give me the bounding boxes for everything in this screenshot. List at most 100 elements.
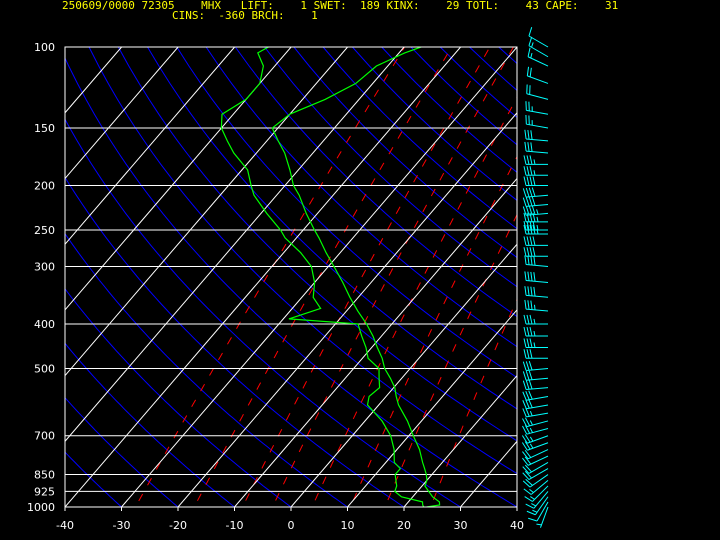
wind-barb-full <box>525 503 535 509</box>
wind-barb-staff <box>528 35 549 48</box>
wind-barb-full <box>523 155 527 165</box>
wind-barb <box>522 417 549 428</box>
wind-barb-half <box>533 304 536 310</box>
wind-barb-full <box>522 371 527 381</box>
wind-barb-full <box>523 220 527 231</box>
wind-barb-staff <box>526 280 549 283</box>
isotherm-line <box>65 47 348 377</box>
isotherm-line <box>121 47 517 507</box>
x-tick-label: -40 <box>56 519 74 532</box>
dry-adiabat-line <box>65 342 236 507</box>
wind-barb-full <box>528 380 533 390</box>
wind-barb <box>523 338 548 348</box>
wind-barb-full <box>526 212 530 223</box>
wind-barb-full <box>522 206 527 216</box>
dewpoint-profile-line <box>220 47 425 507</box>
wind-barb-full <box>521 435 528 444</box>
wind-barb-staff <box>526 123 549 129</box>
wind-barb-full <box>530 255 533 266</box>
dry-adiabat-line <box>322 47 517 230</box>
wind-barb-full <box>527 300 530 310</box>
y-tick-label: 400 <box>34 318 55 331</box>
wind-barb-full <box>528 187 533 197</box>
wind-barb-full <box>524 417 531 427</box>
wind-barb-full <box>524 286 527 296</box>
y-tick-label: 700 <box>34 430 55 443</box>
dry-adiabat-line <box>65 118 462 507</box>
dry-adiabat-line <box>293 47 517 259</box>
y-tick-label: 300 <box>34 260 55 273</box>
wind-barb-full <box>523 488 532 495</box>
wind-barb-full <box>522 361 527 371</box>
wind-barb-half <box>529 488 534 493</box>
wind-barb-full <box>525 187 530 198</box>
wind-barb-full <box>525 206 530 216</box>
wind-barb-half <box>536 216 539 222</box>
dry-adiabat-line <box>65 57 517 507</box>
wind-barb-full <box>522 425 528 435</box>
wind-barb <box>522 468 549 481</box>
wind-barb-staff <box>526 427 549 435</box>
wind-barb-half <box>532 509 538 513</box>
wind-barb-full <box>526 510 536 516</box>
y-tick-label: 250 <box>34 224 55 237</box>
sounding-profiles <box>220 47 441 507</box>
wind-barb <box>522 399 549 410</box>
wind-barb <box>521 441 549 451</box>
wind-barb <box>524 141 549 154</box>
wind-barb-full <box>529 247 533 257</box>
dry-adiabats <box>65 47 720 517</box>
isotherm-line <box>65 47 179 180</box>
wind-barb-full <box>522 466 530 474</box>
wind-barb <box>523 224 548 235</box>
wind-barb-full <box>526 326 530 337</box>
wind-barb-full <box>523 349 527 359</box>
temperature-profile-line <box>271 47 441 507</box>
wind-barb <box>522 370 549 381</box>
wind-barb-full <box>527 286 530 296</box>
dry-adiabat-line <box>176 47 517 379</box>
wind-barb-full <box>523 212 527 223</box>
wind-barb-staff <box>526 368 549 371</box>
wind-barb <box>526 84 549 100</box>
wind-barb <box>523 326 548 337</box>
wind-barb-full <box>528 517 538 522</box>
wind-barb-full <box>526 166 530 176</box>
wind-barb <box>536 506 549 528</box>
wind-barb-full <box>525 399 530 409</box>
dry-adiabat-line <box>410 47 517 146</box>
mixing-ratio-lines <box>134 47 517 507</box>
wind-barb-full <box>532 176 536 186</box>
wind-barb-full <box>529 326 533 337</box>
wind-barb-staff <box>540 506 549 528</box>
wind-barb-full <box>532 247 536 257</box>
wind-barb-full <box>525 391 530 400</box>
wind-barb <box>521 434 549 444</box>
wind-barb-full <box>524 470 532 479</box>
wind-barb-full <box>533 286 536 297</box>
wind-barb-full <box>531 196 536 206</box>
wind-barb-full <box>526 66 530 76</box>
wind-barb-full <box>530 142 533 152</box>
wind-barb <box>522 461 549 474</box>
dry-adiabat-line <box>528 47 720 517</box>
wind-barb-full <box>529 224 533 235</box>
wind-barb-full <box>527 47 531 57</box>
wind-barb <box>522 474 549 488</box>
x-tick-label: -30 <box>113 519 131 532</box>
wind-barb-full <box>523 224 527 235</box>
wind-barb-full <box>528 196 533 207</box>
wind-barb-half <box>529 443 534 449</box>
wind-barb <box>525 491 549 509</box>
header-stats-line-2: CINS: -360 BRCH: 1 <box>172 9 318 22</box>
wind-barb-full <box>521 442 528 451</box>
wind-barb-full <box>524 255 527 265</box>
wind-barb-full <box>526 155 530 165</box>
wind-barb-staff <box>526 109 549 115</box>
wind-barb <box>523 236 548 246</box>
wind-barb-full <box>526 338 530 348</box>
wind-barb-half <box>530 52 533 59</box>
wind-barb-half <box>531 42 534 48</box>
wind-barb-staff <box>526 264 549 267</box>
